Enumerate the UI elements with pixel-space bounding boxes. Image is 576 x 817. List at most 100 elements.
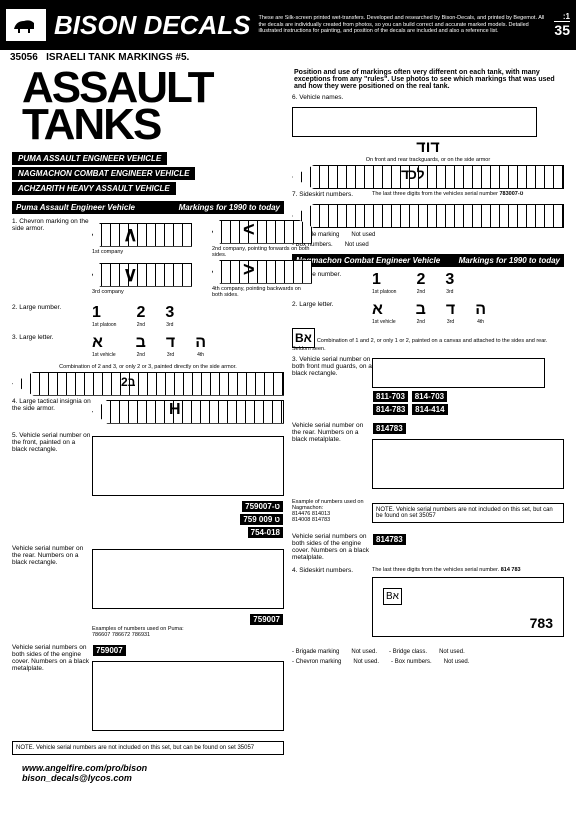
nag-examples: Example of numbers used on Nagmachon: 81… (292, 499, 564, 527)
hebrew-name: דוד (416, 139, 439, 156)
label-serial-front: 5. Vehicle serial number on the front, p… (12, 432, 92, 453)
serial-1: 759 009 ט (240, 514, 283, 525)
nag-combo: Combination of 1 and 2, or only 1 or 2, … (292, 338, 547, 352)
bison-icon (10, 15, 42, 35)
leg-bv: Not used (351, 232, 375, 238)
footer-url: www.angelfire.com/pro/bison (22, 763, 274, 773)
legend-top2: - Box numbers.Not used (292, 240, 564, 250)
right-column: Position and use of markings often very … (288, 65, 568, 787)
brand-title: BISON DECALS (54, 10, 250, 41)
set-title: ISRAELI TANK MARKINGS #5. (46, 52, 189, 63)
ns5: 814783 (373, 534, 406, 545)
nl3v: Not used. (439, 649, 465, 655)
insignia-profile: H (92, 400, 284, 424)
nag-rear-fig (372, 439, 564, 489)
chevron-diagrams: ∧1st company <2nd company, pointing forw… (92, 218, 312, 298)
pill-achzarith: ACHZARITH HEAVY ASSAULT VEHICLE (12, 182, 176, 195)
legend-top: - Brigade markingNot used (292, 230, 564, 240)
serial-0: 759007-ט (242, 501, 283, 512)
puma-section-bar: Puma Assault Engineer Vehicle Markings f… (12, 201, 284, 214)
nl2: - Chevron marking (292, 659, 341, 665)
skirt-note: The last three digits from the vehicles … (372, 191, 498, 197)
header-bar: BISON DECALS These are Silk-screen print… (0, 0, 576, 50)
c3: 3rd company (92, 289, 192, 295)
nv4: 4th (475, 319, 486, 325)
names-diagram (292, 107, 537, 137)
hebrew-row: א1st vehicle ב2nd ד3rd ה4th (92, 334, 206, 358)
pill-puma: PUMA ASSAULT ENGINEER VEHICLE (12, 152, 167, 165)
nag-legend-2: - Chevron marking Not used. - Box numbers… (292, 657, 564, 667)
nv1: 1st vehicle (372, 319, 396, 325)
p2: 2nd (136, 322, 145, 328)
puma-item-4: 4. Large tactical insignia on the side a… (12, 398, 284, 426)
puma-item-3: 3. Large letter. א1st vehicle ב2nd ד3rd … (12, 334, 284, 358)
serial-4: 759007 (93, 645, 126, 656)
nag-bar-l: Nagmachon Combat Engineer Vehicle (296, 256, 459, 265)
nag-item-3: 3. Vehicle serial number on both front m… (292, 356, 564, 416)
combo-profile: ב2 (12, 372, 284, 396)
rear-diagram (92, 549, 284, 609)
title-tanks: TANKS (12, 102, 284, 147)
label-names: 6. Vehicle names. (292, 94, 372, 101)
nag-label-serial: 3. Vehicle serial number on both front m… (292, 356, 372, 377)
nag-skirt-fig: Bא 783 (372, 577, 564, 637)
label-large-letter: 3. Large letter. (12, 334, 92, 341)
nag-item-4: 4. Sideskirt numbers. The last three dig… (292, 567, 564, 641)
skirt-profile (292, 204, 564, 228)
vehicle-pills: PUMA ASSAULT ENGINEER VEHICLE NAGMACHON … (12, 152, 284, 197)
num-row: 11st platoon 22nd 33rd (92, 304, 174, 328)
v1: 1st vehicle (92, 352, 116, 358)
nl4: - Box numbers. (391, 659, 432, 665)
v4: 4th (195, 352, 206, 358)
np3: 3rd (445, 289, 454, 295)
engine-diagram (92, 661, 284, 731)
puma-rear: Vehicle serial number on the rear. Numbe… (12, 545, 284, 638)
label-serial-rear: Vehicle serial number on the rear. Numbe… (12, 545, 92, 566)
header-desc: These are Silk-screen printed wet-transf… (258, 15, 548, 35)
nag-item-2: 2. Large letter. א1st vehicle ב2nd ד3rd … (292, 301, 564, 325)
skirt-num: 783007-ט (499, 191, 523, 197)
intro-text: Position and use of markings often very … (292, 65, 564, 94)
scale-bot: 35 (554, 22, 570, 38)
np1: 1st platoon (372, 289, 396, 295)
puma-item-5: 5. Vehicle serial number on the front, p… (12, 432, 284, 539)
v3: 3rd (166, 352, 175, 358)
nag-item-1: 1. Large number. 11st platoon 22nd 33rd (292, 271, 564, 295)
scale-top: :1 (554, 12, 570, 22)
c1: 1st company (92, 249, 192, 255)
ns0: 811-703 (373, 391, 408, 402)
ns3: 814-414 (412, 404, 447, 415)
examples: 786607 786672 786931 (92, 632, 284, 638)
puma-item-1: 1. Chevron marking on the side armor. ∧1… (12, 218, 284, 298)
np2: 2nd (416, 289, 425, 295)
ns2: 814-783 (373, 404, 408, 415)
nv3: 3rd (446, 319, 455, 325)
item-7: 7. Sideskirt numbers. The last three dig… (292, 191, 564, 198)
leg-xv: Not used (345, 242, 369, 248)
footer-links: www.angelfire.com/pro/bison bison_decals… (12, 759, 284, 787)
pill-nagmachon: NAGMACHON COMBAT ENGINEER VEHICLE (12, 167, 195, 180)
nag-label-rear: Vehicle serial number on the rear. Numbe… (292, 422, 372, 443)
nag-hebrew-row: א1st vehicle ב2nd ד3rd ה4th (372, 301, 486, 325)
label-chevron: 1. Chevron marking on the side armor. (12, 218, 92, 232)
names-profile: לכד (292, 165, 564, 189)
nag-rear: Vehicle serial number on the rear. Numbe… (292, 422, 564, 493)
puma-bar-right: Markings for 1990 to today (179, 203, 280, 212)
nl4v: Not used. (444, 659, 470, 665)
nag-bar-r: Markings for 1990 to today (459, 256, 560, 265)
puma-bar-left: Puma Assault Engineer Vehicle (16, 203, 179, 212)
p3: 3rd (165, 322, 174, 328)
nl2v: Not used. (353, 659, 379, 665)
label-large-num: 2. Large number. (12, 304, 92, 311)
nag-both: Vehicle serial numbers on both sides of … (292, 533, 564, 561)
ns1: 814-703 (412, 391, 447, 402)
nl1v: Not used. (351, 649, 377, 655)
nag-num-row: 11st platoon 22nd 33rd (372, 271, 454, 295)
nag-note: NOTE. Vehicle serial numbers are not inc… (372, 503, 564, 523)
nl1: - Brigade marking (292, 649, 339, 655)
nag-section-bar: Nagmachon Combat Engineer Vehicle Markin… (292, 254, 564, 267)
left-column: ASSAULT TANKS PUMA ASSAULT ENGINEER VEHI… (8, 65, 288, 787)
bison-logo (6, 9, 46, 41)
serial-2: 754-018 (248, 527, 283, 538)
nag-ex-lbl: Example of numbers used on Nagmachon: (292, 499, 372, 511)
